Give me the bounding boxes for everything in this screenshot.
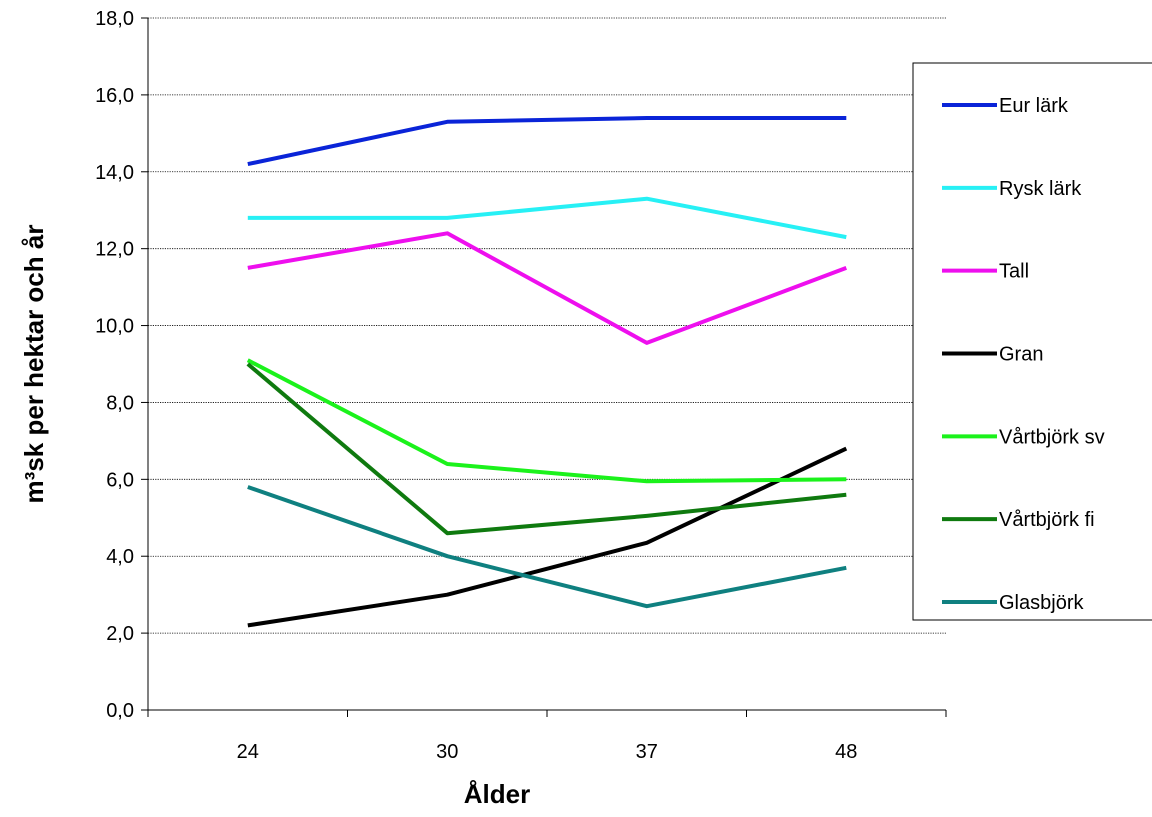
legend-label: Glasbjörk [999,592,1084,614]
legend-label: Vårtbjörk fi [999,509,1095,531]
series-line [247,446,848,628]
legend: Eur lärk Rysk lärk Tall Gran Vårtbjörk sv Vår… [912,62,1152,621]
y-tick-label: 4,0 [106,546,134,568]
y-tick-label: 6,0 [106,469,134,491]
y-tick-label: 14,0 [95,162,134,184]
series-line [246,362,847,536]
x-axis-title: Ålder [464,779,530,809]
legend-label: Rysk lärk [999,178,1082,200]
series-line [247,231,848,345]
legend-label: Tall [999,261,1029,283]
legend-label: Gran [999,344,1043,366]
x-tick-label: 24 [237,741,259,763]
series-line [247,196,847,240]
y-axis-title: m³sk per hektar och år [19,225,49,504]
series-line [246,358,847,484]
legend-label: Eur lärk [999,95,1069,117]
x-tick-label: 48 [835,741,857,763]
x-tick-label: 30 [436,741,458,763]
grid-layer [148,17,946,634]
y-tick-label: 0,0 [106,700,134,722]
y-tick-label: 16,0 [95,85,134,107]
series-line [247,116,847,167]
y-tick-label: 8,0 [106,392,134,414]
legend-label: Vårtbjörk sv [999,426,1105,448]
x-tick-label: 37 [636,741,658,763]
axis-layer: 0,0 2,0 4,0 6,0 8,0 10,0 12,0 14,0 16,0 18,0 24 30 3… [95,8,947,763]
legend-box [912,62,1152,621]
y-tick-label: 2,0 [106,623,134,645]
y-tick-label: 18,0 [95,8,134,30]
y-tick-label: 12,0 [95,239,134,261]
y-tick-label: 10,0 [95,316,134,338]
series-line [247,485,847,609]
series-layer [246,116,848,628]
